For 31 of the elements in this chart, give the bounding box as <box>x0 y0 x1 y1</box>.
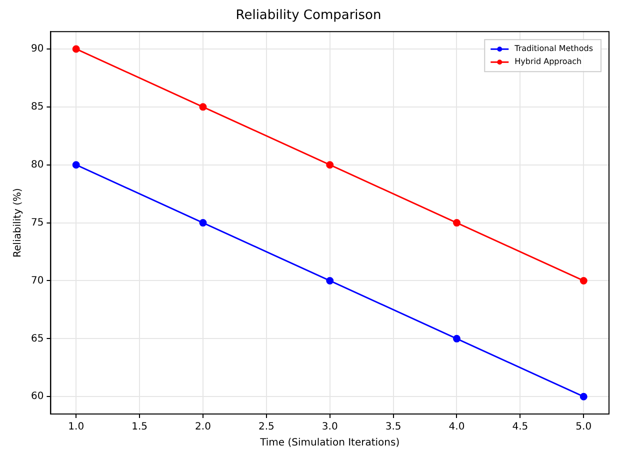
point <box>580 276 588 284</box>
legend-label: Traditional Methods <box>514 44 594 54</box>
chart-title: Reliability Comparison <box>236 8 382 24</box>
y-tick-label: 70 <box>30 275 44 286</box>
x-tick-label: 4.0 <box>448 422 465 433</box>
point <box>199 219 207 227</box>
point <box>452 219 460 227</box>
x-tick-label: 2.0 <box>195 422 211 433</box>
point <box>580 392 588 400</box>
y-tick-label: 90 <box>30 44 44 55</box>
x-axis-title: Time (Simulation Iterations) <box>259 438 400 449</box>
point <box>72 45 80 53</box>
y-tick-label: 65 <box>30 333 44 344</box>
y-tick-label: 60 <box>30 391 44 402</box>
x-tick-label: 1.5 <box>132 422 148 433</box>
point <box>199 103 207 111</box>
x-tick-label: 3.5 <box>385 422 402 433</box>
x-tick-label: 2.5 <box>258 422 274 433</box>
y-axis-title: Reliability (%) <box>12 188 24 258</box>
y-tick-label: 80 <box>30 159 44 170</box>
x-tick-label: 5.0 <box>576 422 592 433</box>
legend-label: Hybrid Approach <box>514 57 582 66</box>
point <box>326 161 334 169</box>
x-tick-label: 4.5 <box>512 422 528 433</box>
y-tick-label: 75 <box>30 217 44 228</box>
x-tick-label: 1.0 <box>68 422 84 433</box>
point <box>326 276 334 284</box>
y-tick-label: 85 <box>30 102 44 113</box>
x-tick-label: 3.0 <box>322 422 338 433</box>
point <box>452 334 460 342</box>
point <box>72 161 80 169</box>
